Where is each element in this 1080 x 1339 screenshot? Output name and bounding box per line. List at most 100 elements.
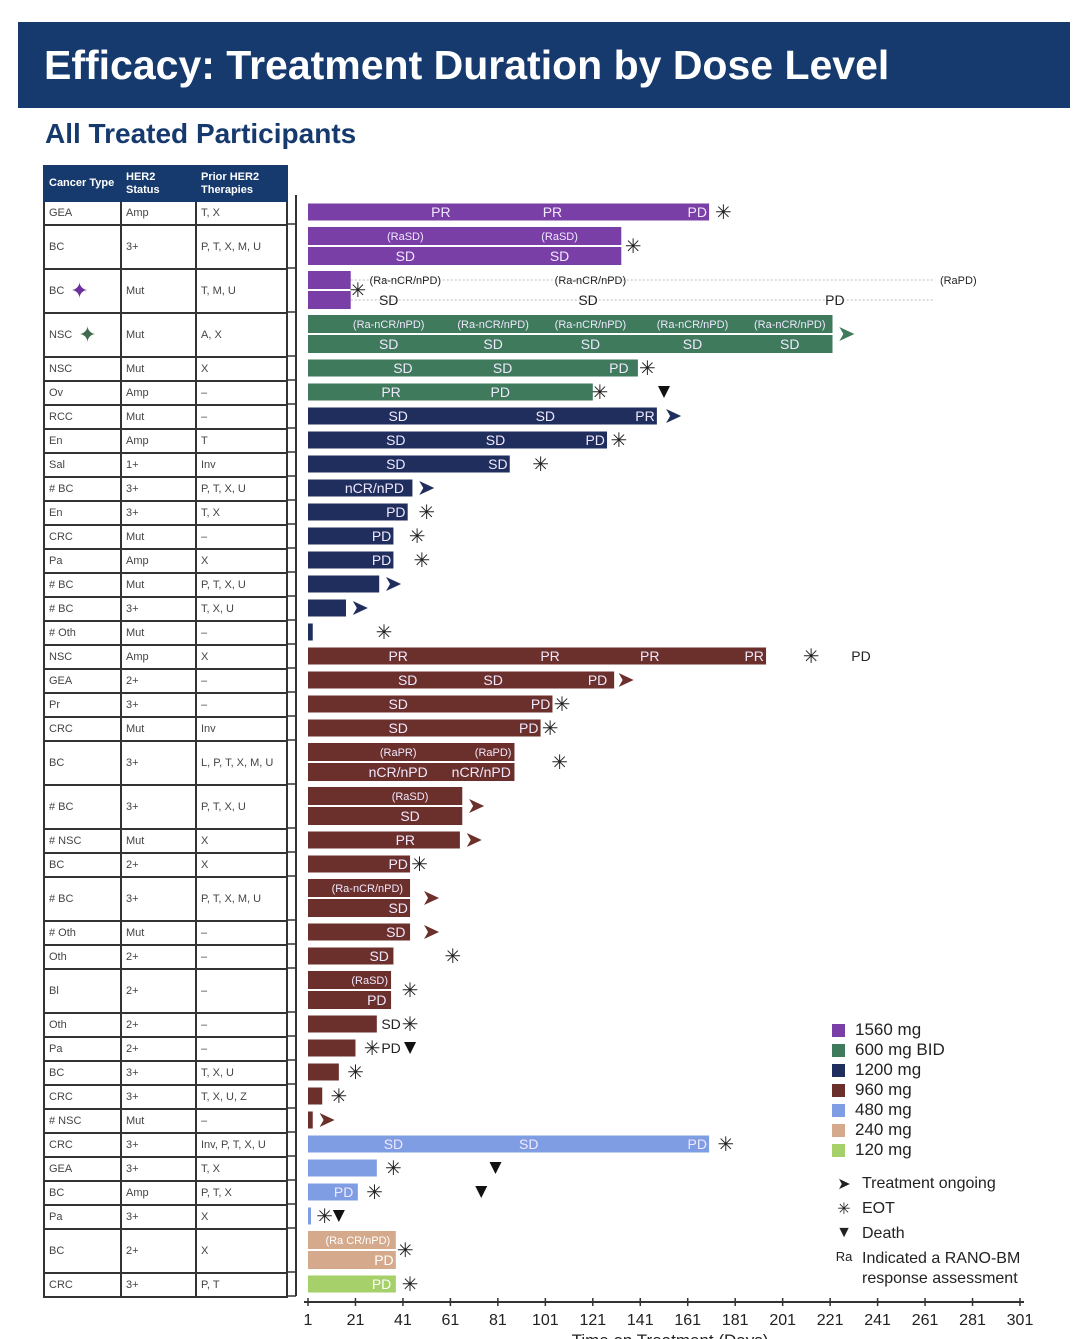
table-row: CRC Mut Inv [43, 716, 288, 742]
response-label: (RaPD) [940, 275, 977, 287]
response-label: PD [588, 672, 607, 688]
table-row: # BC 3+ P, T, X, U [43, 476, 288, 502]
cell-prior: T, X [195, 1156, 288, 1182]
cell-prior: P, T, X, U [195, 572, 288, 598]
cell-her2: Mut [120, 716, 197, 742]
table-row: GEA 2+ – [43, 668, 288, 694]
cell-text: 1+ [126, 459, 139, 471]
header-prior-therapies: Prior HER2 Therapies [195, 165, 288, 202]
cell-text: Mut [126, 285, 145, 297]
bar [308, 455, 510, 473]
cell-text: BC [49, 285, 65, 297]
response-label: (Ra-nCR/nPD) [370, 275, 442, 287]
eot-asterisk-icon: ✳ [418, 502, 435, 524]
cell-text: – [201, 531, 208, 543]
eot-asterisk-icon: ✳ [717, 1134, 734, 1156]
x-tick-label: 81 [489, 1312, 507, 1329]
cell-text: GEA [49, 675, 73, 687]
response-label: SD [483, 336, 502, 352]
cell-text: T, X [201, 207, 220, 219]
cell-cancer: BC [43, 1060, 122, 1086]
cell-text: – [201, 675, 208, 687]
legend-symbol-item: ➤ Treatment ongoing [832, 1174, 1037, 1199]
cell-her2: 3+ [120, 224, 197, 270]
response-label: SD [398, 672, 417, 688]
table-row: CRC 3+ Inv, P, T, X, U [43, 1132, 288, 1158]
response-label: PR [540, 648, 559, 664]
response-label: PR [388, 648, 407, 664]
table-row: # BC 3+ P, T, X, U [43, 784, 288, 830]
legend-symbol-label: Indicated a RANO-BM response assessment [862, 1250, 1021, 1287]
cell-text: 3+ [126, 757, 139, 769]
response-label: SD [388, 408, 407, 424]
cell-her2: 3+ [120, 1084, 197, 1110]
eot-asterisk-icon: ✳ [542, 718, 559, 740]
response-label: PD [531, 696, 550, 712]
eot-asterisk-icon: ✳ [414, 550, 431, 572]
cell-prior: T, X, U, Z [195, 1084, 288, 1110]
cell-cancer: En [43, 500, 122, 526]
x-tick-label: 241 [864, 1312, 891, 1329]
response-label: SD [400, 808, 419, 824]
ongoing-arrow-icon [618, 673, 634, 687]
cell-her2: Amp [120, 1180, 197, 1206]
cell-text: NSC [49, 363, 73, 375]
cell-cancer: BC ✦ [43, 268, 122, 314]
table-row: NSC Mut X [43, 356, 288, 382]
x-tick-label: 181 [722, 1312, 749, 1329]
bar [308, 947, 394, 965]
cell-cancer: # NSC [43, 828, 122, 854]
response-label: (Ra-nCR/nPD) [555, 319, 627, 331]
cell-text: 3+ [126, 1211, 139, 1223]
cell-text: BC [49, 757, 65, 769]
participant-table: Cancer Type HER2 Status Prior HER2 Thera… [43, 165, 288, 1298]
cell-prior: X [195, 1204, 288, 1230]
cell-prior: – [195, 944, 288, 970]
cell-her2: Mut [120, 356, 197, 382]
eot-asterisk-icon: ✳ [532, 454, 549, 476]
cell-text: P, T, X, M, U [201, 893, 262, 905]
table-row: # Oth Mut – [43, 620, 288, 646]
legend-symbol-label: Treatment ongoing [862, 1175, 996, 1192]
response-label: SD [386, 456, 405, 472]
response-label: (RaPD) [475, 747, 512, 759]
table-row: Bl 2+ – [43, 968, 288, 1014]
asterisk-icon: ✳ [837, 1201, 851, 1218]
cell-prior: T, M, U [195, 268, 288, 314]
x-tick-label: 41 [394, 1312, 412, 1329]
response-label: (Ra-nCR/nPD) [353, 319, 425, 331]
x-tick-label: 101 [532, 1312, 559, 1329]
table-row: En Amp T [43, 428, 288, 454]
table-row: GEA Amp T, X [43, 200, 288, 226]
x-axis-title: Time on Treatment (Days) [572, 1331, 769, 1339]
cell-prior: X [195, 356, 288, 382]
response-label: (RaSD) [392, 791, 429, 803]
eot-asterisk-icon: ✳ [330, 1086, 347, 1108]
table-row: CRC Mut – [43, 524, 288, 550]
response-label: (Ra-nCR/nPD) [657, 319, 729, 331]
cell-cancer: # BC [43, 572, 122, 598]
response-label: SD [581, 336, 600, 352]
cell-her2: 2+ [120, 852, 197, 878]
legend-symbol-item: ✳ EOT [832, 1199, 1037, 1224]
cell-her2: 3+ [120, 1060, 197, 1086]
cell-text: # BC [49, 579, 74, 591]
response-label: PD [519, 720, 538, 736]
cell-prior: P, T, X, U [195, 784, 288, 830]
cell-her2: 2+ [120, 1228, 197, 1274]
response-label: SD [381, 1016, 400, 1032]
bar [308, 335, 833, 353]
cell-text: – [201, 951, 208, 963]
header-her2-status: HER2 Status [120, 165, 197, 202]
bar [308, 743, 515, 761]
cell-text: Amp [126, 651, 149, 663]
cell-text: Amp [126, 387, 149, 399]
cell-text: – [201, 387, 208, 399]
bar [308, 1015, 377, 1033]
cell-text: # Oth [49, 627, 76, 639]
cell-text: RCC [49, 411, 73, 423]
bar [308, 855, 411, 873]
cell-her2: 3+ [120, 476, 197, 502]
cell-text: – [201, 627, 208, 639]
